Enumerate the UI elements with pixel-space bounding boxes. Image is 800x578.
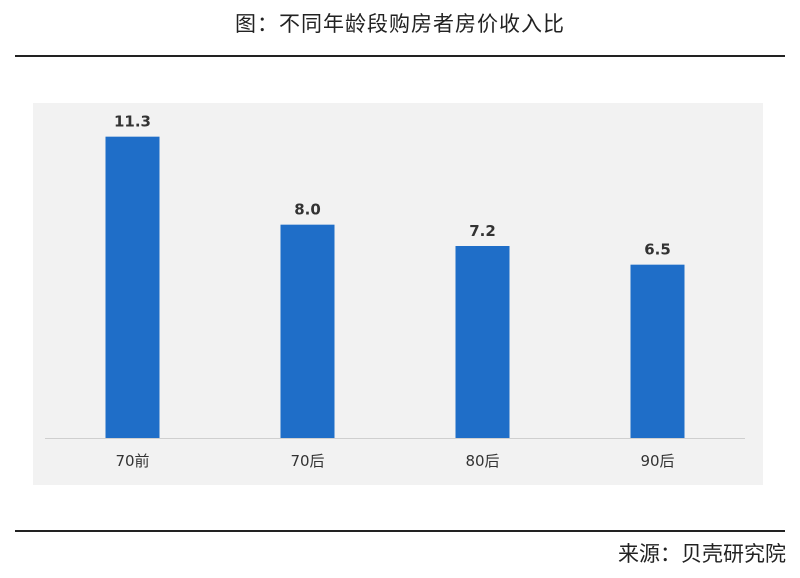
top-divider [15,55,785,57]
bottom-divider [15,530,785,532]
data-label-2: 7.2 [469,222,496,240]
x-tick-label-0: 70前 [115,452,149,470]
bar-chart: 11.3 70前 8.0 70后 7.2 80后 6.5 90后 [45,113,745,470]
x-tick-label-1: 70后 [290,452,324,470]
plot-area: 11.3 70前 8.0 70后 7.2 80后 6.5 90后 [33,103,763,485]
x-tick-label-2: 80后 [465,452,499,470]
bar-1 [280,224,335,438]
source-note: 来源：贝壳研究院 [618,542,786,566]
bar-0 [105,136,160,438]
data-label-1: 8.0 [294,201,321,219]
bar-2 [455,246,510,438]
bar-3 [630,264,685,438]
data-label-0: 11.3 [114,113,151,131]
chart-title: 图：不同年龄段购房者房价收入比 [235,12,565,36]
x-tick-label-3: 90后 [640,452,674,470]
data-label-3: 6.5 [644,241,671,259]
